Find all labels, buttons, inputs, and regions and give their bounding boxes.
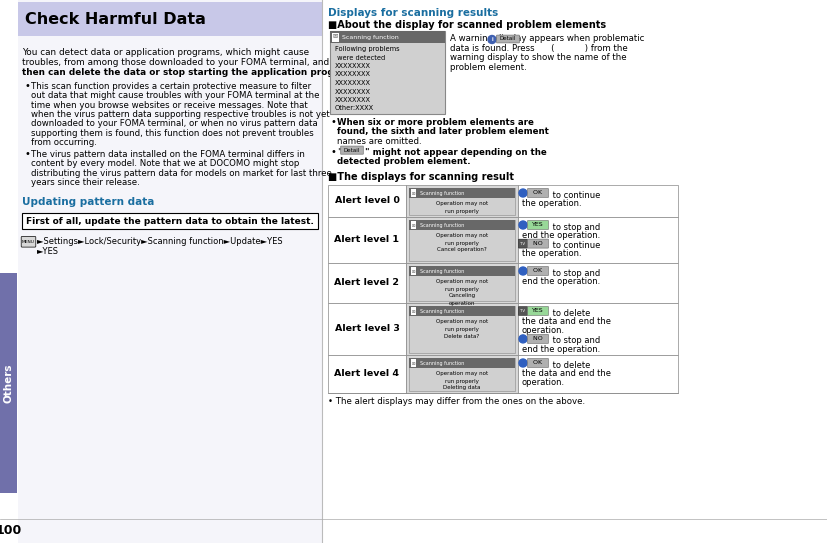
Text: years since their release.: years since their release.	[31, 178, 140, 187]
Text: end the operation.: end the operation.	[522, 277, 600, 286]
FancyBboxPatch shape	[518, 262, 678, 302]
Text: Operation may not: Operation may not	[436, 201, 488, 206]
Text: A warning display appears when problematic: A warning display appears when problemat…	[450, 34, 644, 43]
FancyBboxPatch shape	[528, 188, 548, 198]
Text: Scanning function: Scanning function	[420, 224, 464, 229]
Text: Following problems: Following problems	[335, 46, 399, 52]
Text: You can detect data or application programs, which might cause: You can detect data or application progr…	[22, 48, 309, 57]
Text: ✉: ✉	[412, 310, 415, 314]
Text: the operation.: the operation.	[522, 249, 581, 258]
FancyBboxPatch shape	[409, 266, 515, 275]
Text: •: •	[24, 149, 30, 159]
Circle shape	[519, 335, 527, 343]
Text: operation.: operation.	[522, 326, 565, 335]
Text: XXXXXXXX: XXXXXXXX	[335, 63, 371, 69]
Text: When six or more problem elements are: When six or more problem elements are	[337, 118, 534, 127]
Text: Displays for scanning results: Displays for scanning results	[328, 8, 498, 18]
FancyBboxPatch shape	[328, 302, 406, 355]
FancyBboxPatch shape	[406, 355, 518, 393]
Text: ✉: ✉	[412, 224, 415, 228]
Text: run properly: run properly	[445, 326, 479, 331]
Text: 100: 100	[0, 525, 22, 538]
Text: Scanning function: Scanning function	[420, 362, 464, 367]
Text: XXXXXXXX: XXXXXXXX	[335, 97, 371, 103]
Text: troubles, from among those downloaded to your FOMA terminal, and: troubles, from among those downloaded to…	[22, 58, 329, 67]
Text: NO: NO	[531, 241, 545, 246]
Text: TV: TV	[520, 309, 525, 313]
Text: Scanning function: Scanning function	[342, 35, 399, 40]
Text: end the operation.: end the operation.	[522, 345, 600, 353]
Text: • The alert displays may differ from the ones on the above.: • The alert displays may differ from the…	[328, 397, 586, 407]
Text: operation.: operation.	[522, 378, 565, 387]
Text: the data and end the: the data and end the	[522, 369, 611, 378]
FancyBboxPatch shape	[328, 262, 406, 302]
Text: Scanning function: Scanning function	[420, 192, 464, 197]
Text: ✉: ✉	[412, 192, 415, 196]
Text: ✉: ✉	[333, 35, 338, 40]
Text: the operation.: the operation.	[522, 199, 581, 208]
Text: YES: YES	[533, 223, 544, 228]
FancyBboxPatch shape	[411, 267, 416, 275]
Text: ✉: ✉	[412, 362, 415, 366]
Text: to delete: to delete	[550, 308, 590, 318]
Text: downloaded to your FOMA terminal, or when no virus pattern data: downloaded to your FOMA terminal, or whe…	[31, 119, 318, 128]
FancyBboxPatch shape	[409, 187, 515, 214]
Text: run properly: run properly	[445, 209, 479, 213]
Text: Alert level 0: Alert level 0	[335, 196, 399, 205]
FancyBboxPatch shape	[528, 306, 548, 315]
FancyBboxPatch shape	[330, 31, 445, 114]
Text: First of all, update the pattern data to obtain the latest.: First of all, update the pattern data to…	[26, 217, 314, 226]
Text: ": "	[337, 148, 341, 157]
Text: XXXXXXXX: XXXXXXXX	[335, 80, 371, 86]
FancyBboxPatch shape	[18, 2, 322, 36]
Text: The virus pattern data installed on the FOMA terminal differs in: The virus pattern data installed on the …	[31, 150, 305, 159]
Text: names are omitted.: names are omitted.	[337, 137, 422, 146]
Text: to stop and: to stop and	[550, 337, 600, 345]
Text: then can delete the data or stop starting the application programs.: then can delete the data or stop startin…	[22, 68, 362, 77]
Text: Scanning function: Scanning function	[420, 269, 464, 275]
FancyBboxPatch shape	[411, 189, 416, 197]
FancyBboxPatch shape	[409, 306, 515, 352]
FancyBboxPatch shape	[406, 185, 518, 217]
Text: Deleting data: Deleting data	[443, 386, 480, 390]
FancyBboxPatch shape	[328, 217, 406, 262]
FancyBboxPatch shape	[411, 221, 416, 229]
Text: distributing the virus pattern data for models on market for last three: distributing the virus pattern data for …	[31, 169, 332, 178]
Text: Delete data?: Delete data?	[444, 333, 480, 338]
Circle shape	[519, 267, 527, 275]
FancyBboxPatch shape	[528, 358, 548, 368]
Text: ►YES: ►YES	[37, 247, 59, 256]
FancyBboxPatch shape	[528, 267, 548, 275]
FancyBboxPatch shape	[518, 355, 678, 393]
Text: ■The displays for scanning result: ■The displays for scanning result	[328, 172, 514, 181]
Text: Detail: Detail	[344, 148, 360, 153]
Text: " might not appear depending on the: " might not appear depending on the	[365, 148, 547, 157]
FancyBboxPatch shape	[411, 359, 416, 367]
Text: time when you browse websites or receive messages. Note that: time when you browse websites or receive…	[31, 100, 308, 110]
Text: run properly: run properly	[445, 241, 479, 245]
Text: OK: OK	[532, 191, 544, 195]
Text: detected problem element.: detected problem element.	[337, 157, 471, 166]
FancyBboxPatch shape	[528, 334, 548, 343]
Text: Operation may not: Operation may not	[436, 319, 488, 325]
Text: from occurring.: from occurring.	[31, 138, 97, 147]
Text: Check Harmful Data: Check Harmful Data	[25, 11, 206, 27]
FancyBboxPatch shape	[518, 185, 678, 217]
Text: Other:XXXX: Other:XXXX	[335, 105, 374, 111]
Text: ■About the display for scanned problem elements: ■About the display for scanned problem e…	[328, 20, 606, 30]
Text: Alert level 3: Alert level 3	[335, 324, 399, 333]
FancyBboxPatch shape	[0, 273, 17, 493]
FancyBboxPatch shape	[330, 31, 445, 43]
Text: content by every model. Note that we at DOCOMO might stop: content by every model. Note that we at …	[31, 160, 299, 168]
Text: Operation may not: Operation may not	[436, 371, 488, 376]
Circle shape	[488, 35, 496, 43]
FancyBboxPatch shape	[518, 302, 678, 355]
Text: ►Settings►Lock/Security►Scanning function►Update►YES: ►Settings►Lock/Security►Scanning functio…	[37, 237, 283, 246]
FancyBboxPatch shape	[528, 239, 548, 248]
Text: warning display to show the name of the: warning display to show the name of the	[450, 53, 627, 62]
FancyBboxPatch shape	[406, 262, 518, 302]
Text: Alert level 1: Alert level 1	[334, 235, 399, 244]
Text: Alert level 4: Alert level 4	[334, 369, 399, 378]
FancyBboxPatch shape	[409, 187, 515, 198]
